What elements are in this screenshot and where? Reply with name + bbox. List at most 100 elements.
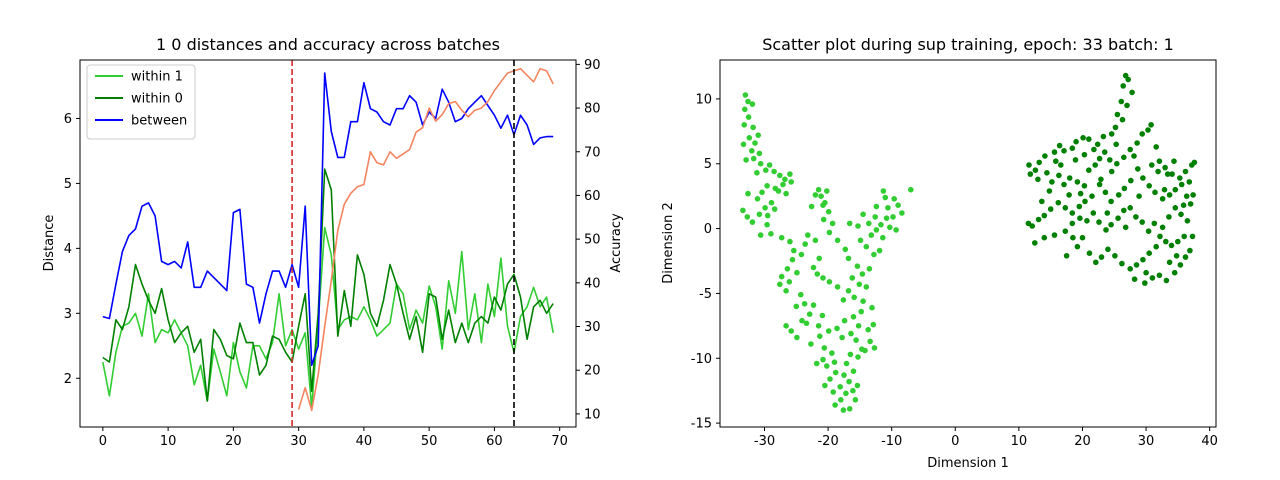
scatter-point [1077,215,1083,221]
scatter-point [799,317,805,324]
scatter-point [832,369,839,376]
scatter-point [1166,214,1172,220]
scatter-point [873,203,880,210]
scatter-point [1072,157,1079,163]
scatter-point [1145,228,1152,234]
x-tick-label: -20 [817,434,838,449]
scatter-point [757,160,764,167]
scatter-point [855,354,861,360]
scatter-point [829,350,835,356]
scatter-point [775,188,782,194]
scatter-point [871,251,877,258]
scatter-point [830,389,836,395]
scatter-point [1172,186,1179,193]
scatter-point [1112,253,1118,259]
scatter-point [843,360,850,367]
scatter-point [832,402,838,408]
y-right-tick-label: 10 [584,407,601,422]
scatter-point [1121,207,1127,214]
scatter-point [1178,181,1185,188]
scatter-point [1187,201,1194,207]
scatter-point [1171,158,1177,164]
scatter-point [1120,83,1126,89]
scatter-point [1163,277,1170,284]
scatter-point [1152,189,1158,196]
scatter-point [1069,210,1076,216]
x-tick-label: 30 [290,434,307,449]
scatter-point [838,397,844,403]
scatter-point [759,189,765,196]
right-y-axis-label: Accuracy [609,213,624,273]
y-right-tick-label: 70 [584,145,601,160]
scatter-point [1086,250,1093,256]
scatter-point [1100,133,1107,140]
right-chart-title: Scatter plot during sup training, epoch:… [762,35,1174,54]
scatter-point [1035,176,1041,183]
scatter-point [825,328,832,334]
scatter-point [1074,243,1081,250]
right-chart-y-axis-label: Dimension 2 [661,202,676,284]
scatter-point [798,251,805,258]
scatter-point [749,219,756,225]
scatter-point [866,266,873,272]
scatter-point [1145,127,1151,133]
scatter-point [887,224,893,231]
scatter-point [1039,198,1045,205]
scatter-point [771,206,778,212]
scatter-point [1121,185,1128,192]
scatter-point [815,323,822,329]
scatter-point [1112,124,1119,131]
scatter-point [771,168,777,175]
scatter-point [1094,141,1101,148]
scatter-point [810,264,817,271]
scatter-point [890,214,896,220]
y-right-tick-label: 60 [584,189,601,204]
scatter-point [1183,193,1190,199]
scatter-point [834,325,840,332]
scatter-point [784,266,791,272]
scatter-point [854,263,861,270]
scatter-point [846,220,853,227]
scatter-point [764,183,770,189]
scatter-point [820,216,827,223]
scatter-point [862,347,868,354]
scatter-point [1149,162,1155,168]
scatter-point [803,320,810,327]
scatter-point [882,194,889,201]
scatter-point [1135,166,1141,172]
scatter-point [855,223,861,229]
scatter-point [783,323,789,329]
scatter-point [812,237,819,244]
scatter-point [1096,155,1103,162]
scatter-point [1161,186,1168,193]
scatter-point [763,167,769,173]
scatter-point [1153,243,1159,250]
scatter-point [858,308,864,315]
scatter-point [750,155,757,162]
scatter-point [1182,168,1189,175]
scatter-point [762,205,768,211]
scatter-point [1056,172,1062,179]
scatter-point [860,298,866,305]
scatter-point [1108,198,1114,205]
scatter-point [1098,254,1105,260]
x-tick-label: 40 [356,434,373,449]
scatter-point [744,214,751,220]
scatter-point [1044,170,1050,176]
scatter-point [794,269,800,276]
y-right-tick-label: 20 [584,364,601,379]
right-chart: Scatter plot during sup training, epoch:… [661,35,1218,471]
scatter-point [1142,280,1148,286]
scatter-point [1162,164,1168,171]
scatter-point [1156,272,1163,279]
scatter-point [1046,188,1053,194]
scatter-point [780,181,786,188]
scatter-point [855,323,862,329]
scatter-point [1148,122,1154,128]
scatter-point [1122,224,1129,231]
scatter-point [1159,196,1166,202]
scatter-point [1041,234,1048,241]
scatter-point [876,247,883,254]
scatter-point [768,199,775,206]
scatter-point [899,210,905,216]
